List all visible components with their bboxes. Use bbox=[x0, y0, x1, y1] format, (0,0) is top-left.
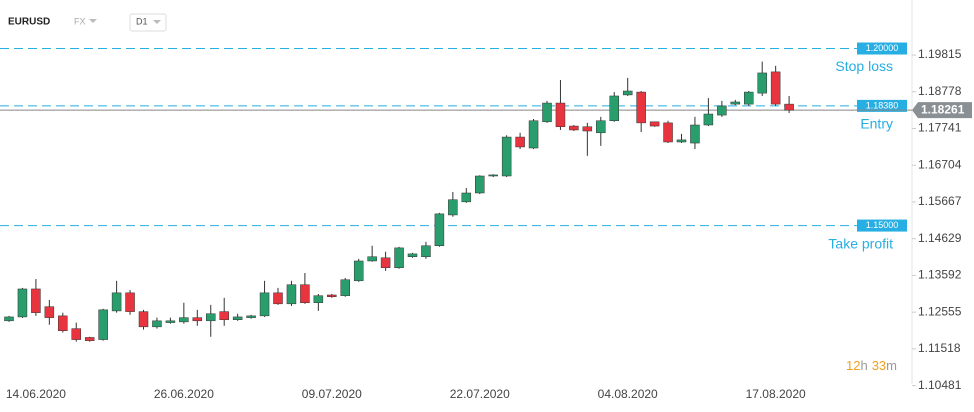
y-tick-label: 1.12555 bbox=[918, 304, 962, 318]
candle-body bbox=[636, 91, 646, 124]
candle-body bbox=[582, 126, 593, 132]
candle-body bbox=[179, 317, 189, 323]
candle-body bbox=[622, 90, 633, 96]
candle-body bbox=[475, 175, 485, 194]
timer: 12h 33m bbox=[846, 358, 897, 373]
candle-body bbox=[649, 121, 660, 127]
candle-body bbox=[4, 316, 14, 322]
level-name: Take profit bbox=[828, 235, 893, 251]
x-tick-label: 14.06.2020 bbox=[6, 387, 66, 401]
candle-body bbox=[98, 309, 108, 340]
candle-body bbox=[515, 136, 525, 148]
candle-body bbox=[501, 136, 512, 177]
candle-body bbox=[488, 174, 498, 177]
candle-body bbox=[206, 313, 216, 322]
candle-body bbox=[259, 292, 270, 317]
candle-body bbox=[273, 292, 283, 305]
candle-body bbox=[165, 320, 176, 323]
candle-body bbox=[569, 125, 579, 131]
y-tick-label: 1.19815 bbox=[918, 47, 962, 61]
y-tick-label: 1.18778 bbox=[918, 84, 962, 98]
y-tick-label: 1.16704 bbox=[918, 157, 962, 171]
candle-body bbox=[232, 316, 243, 321]
candle-body bbox=[125, 292, 135, 312]
candle-body bbox=[31, 288, 41, 313]
timeframe: D1 bbox=[136, 16, 148, 26]
candle-body bbox=[676, 139, 687, 143]
candle-body bbox=[300, 284, 310, 304]
candle-body bbox=[744, 91, 754, 105]
level-name: Stop loss bbox=[835, 58, 893, 74]
candle-body bbox=[192, 317, 203, 322]
x-tick-label: 22.07.2020 bbox=[450, 387, 510, 401]
candle-body bbox=[327, 294, 337, 297]
candle-body bbox=[596, 120, 606, 134]
x-tick-label: 04.08.2020 bbox=[598, 387, 658, 401]
timer-unit: m bbox=[886, 358, 897, 373]
timer-unit: h bbox=[860, 358, 867, 373]
candle-body bbox=[152, 320, 162, 328]
x-tick-label: 09.07.2020 bbox=[302, 387, 362, 401]
y-tick-label: 1.14629 bbox=[918, 231, 962, 245]
candle-body bbox=[690, 124, 700, 144]
candle-body bbox=[461, 192, 472, 203]
candle-body bbox=[757, 72, 767, 94]
candle-body bbox=[663, 122, 673, 143]
candle-body bbox=[528, 120, 539, 149]
candle-body bbox=[394, 247, 404, 268]
candle-body bbox=[770, 71, 781, 105]
timer-minutes: 33 bbox=[872, 358, 886, 373]
dropdown-arrow[interactable] bbox=[89, 19, 97, 23]
candle-body bbox=[367, 256, 377, 262]
y-tick-label: 1.13592 bbox=[918, 268, 962, 282]
candle-body bbox=[353, 260, 364, 282]
candle-body bbox=[246, 315, 256, 318]
candle-body bbox=[407, 253, 418, 257]
candle-body bbox=[44, 306, 55, 318]
y-tick-label: 1.10481 bbox=[918, 378, 962, 392]
candle-body bbox=[111, 292, 122, 312]
symbol: EURUSD bbox=[8, 17, 50, 28]
level-label: 1.18380 bbox=[866, 100, 899, 110]
candle-body bbox=[703, 113, 714, 126]
candle-body bbox=[286, 284, 297, 305]
market: FX bbox=[74, 16, 86, 26]
level-tag bbox=[857, 219, 907, 232]
candle-body bbox=[138, 311, 149, 328]
candle-body bbox=[784, 103, 794, 111]
dropdown-arrow bbox=[153, 20, 161, 24]
candle-body bbox=[71, 328, 81, 340]
x-tick-label: 26.06.2020 bbox=[154, 387, 214, 401]
candle-body bbox=[219, 311, 229, 321]
candle-body bbox=[17, 288, 28, 318]
current-price-label: 1.18261 bbox=[921, 102, 965, 116]
price-tag bbox=[912, 102, 972, 119]
candle-body bbox=[340, 279, 350, 296]
candle-body bbox=[313, 295, 324, 304]
level-tag bbox=[857, 99, 907, 112]
level-label: 1.20000 bbox=[866, 43, 899, 53]
candle-body bbox=[542, 102, 552, 123]
level-tag bbox=[857, 42, 907, 55]
candle-body bbox=[58, 315, 68, 331]
candle-body bbox=[84, 337, 95, 341]
x-tick-label: 17.08.2020 bbox=[746, 387, 806, 401]
y-tick-label: 1.15667 bbox=[918, 194, 962, 208]
candle-body bbox=[380, 257, 391, 268]
timeframe-select[interactable] bbox=[129, 13, 167, 32]
level-label: 1.15000 bbox=[866, 220, 899, 230]
y-tick-label: 1.11518 bbox=[918, 341, 961, 355]
candle-body bbox=[434, 213, 445, 247]
candle-body bbox=[609, 95, 619, 122]
candle-body bbox=[421, 245, 431, 257]
candle-body bbox=[717, 105, 727, 116]
candle-body bbox=[730, 101, 741, 105]
timer-hours: 12 bbox=[846, 358, 860, 373]
candle-body bbox=[448, 199, 458, 216]
y-tick-label: 1.17741 bbox=[918, 121, 962, 135]
level-name: Entry bbox=[860, 116, 893, 132]
candle-body bbox=[555, 102, 566, 128]
